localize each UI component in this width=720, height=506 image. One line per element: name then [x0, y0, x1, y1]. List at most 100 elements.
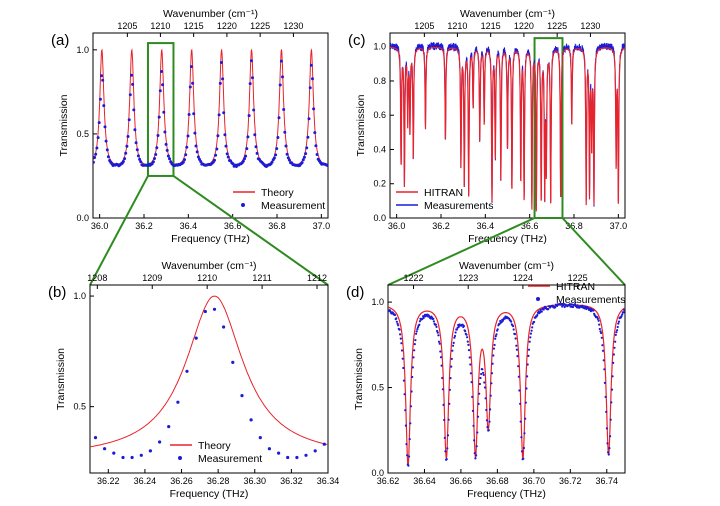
measurement-point: [514, 337, 517, 340]
measurement-point: [215, 147, 219, 151]
measurement-point: [186, 134, 190, 138]
top-tick-label: 1225: [250, 21, 270, 31]
plot-frame: [89, 284, 329, 474]
zoom-connector-right: [172, 175, 329, 286]
top-tick-label: 1209: [142, 273, 162, 283]
x-axis-label: Frequency (THz): [171, 233, 250, 245]
measurement-point: [93, 160, 95, 164]
measurement-point: [138, 157, 142, 161]
measurement-point: [127, 118, 131, 122]
measurement-point: [258, 436, 262, 440]
measurement-point: [93, 156, 97, 159]
measurement-point: [312, 107, 316, 111]
measurement-point: [492, 347, 495, 350]
measurement-point: [522, 457, 525, 460]
theory-series-line: [93, 48, 328, 165]
measurement-point: [255, 151, 259, 155]
measurement-point: [605, 410, 608, 413]
top-tick-label: 1224: [513, 273, 533, 283]
measurement-point: [176, 400, 180, 404]
measurement-point: [222, 111, 226, 115]
x-tick-label: 36.2: [135, 221, 153, 231]
measurement-point: [287, 158, 291, 162]
measurement-point: [105, 148, 109, 152]
top-tick-label: 1230: [283, 21, 303, 31]
y-tick-label: 0.6: [373, 110, 386, 120]
measurement-point: [614, 340, 617, 343]
measurement-point: [102, 104, 106, 108]
measurement-point: [457, 325, 460, 328]
measurement-point: [485, 419, 488, 422]
measurement-point: [437, 334, 440, 337]
measurement-point: [515, 344, 518, 347]
y-tick-label: 0.5: [73, 402, 86, 412]
measurement-point: [494, 335, 497, 338]
hitran-series-line: [388, 304, 625, 466]
measurement-point: [571, 305, 575, 309]
measurement-point: [485, 408, 488, 412]
top-tick-label: 1220: [514, 21, 534, 31]
measurement-point: [604, 395, 607, 398]
measurement-point: [187, 113, 191, 116]
measurement-point: [411, 366, 414, 369]
measurement-point: [600, 331, 603, 335]
measurement-point: [524, 401, 527, 404]
measurement-point: [601, 349, 605, 352]
measurement-point: [249, 59, 253, 63]
measurement-point: [282, 108, 286, 111]
clipD-area: [388, 302, 625, 467]
y-axis-label: Transmission: [353, 348, 365, 410]
measurement-point: [448, 402, 451, 405]
measurement-point: [607, 451, 610, 454]
x-tick-label: 36.70: [523, 476, 546, 486]
measurement-point: [166, 154, 170, 158]
measurement-point: [245, 147, 249, 151]
zoom-connector-left: [89, 175, 149, 286]
measurement-point: [400, 349, 404, 352]
measurement-point: [603, 381, 607, 384]
measurement-point: [597, 319, 600, 322]
measurement-point: [600, 336, 603, 339]
measurement-point: [607, 453, 610, 456]
measurement-point: [189, 65, 193, 69]
measurement-point: [494, 337, 497, 340]
measurement-point: [162, 110, 166, 114]
measurement-point: [412, 356, 415, 359]
measurement-point: [471, 395, 474, 398]
measurement-point: [402, 379, 406, 382]
measurement-point: [184, 153, 188, 157]
measurement-point: [283, 130, 287, 134]
measurement-point: [444, 450, 447, 453]
measurement-point: [222, 325, 226, 329]
measurement-point: [476, 431, 479, 434]
top-tick-label: 1220: [217, 21, 237, 31]
measurement-point: [469, 372, 472, 375]
measurement-point: [163, 130, 167, 134]
measurement-point: [542, 308, 545, 311]
measurement-point: [158, 89, 162, 93]
measurement-point: [616, 325, 619, 329]
measurement-point: [617, 320, 621, 323]
measurement-point: [488, 420, 491, 423]
legend-marker: [536, 297, 540, 301]
measurement-point: [194, 144, 198, 148]
measurement-point: [592, 309, 595, 312]
measurement-point: [100, 74, 103, 78]
measurement-point: [304, 152, 308, 156]
measurement-point: [511, 325, 515, 328]
measurement-point: [415, 330, 418, 333]
measurement-point: [168, 157, 171, 161]
measurement-point: [306, 135, 310, 139]
measurement-point: [453, 336, 456, 339]
measurement-point: [603, 368, 606, 371]
measurement-point: [130, 73, 133, 77]
measurement-point: [612, 361, 615, 364]
panel-2: 36.0 36.2 36.4 36.6 36.8 37.0 0.0 0.2 0.4 0.6 0.8 1…: [348, 8, 627, 245]
x-tick-label: 36.72: [559, 476, 582, 486]
measurement-point: [474, 457, 477, 460]
measurement-point: [476, 415, 480, 418]
measurement-point: [533, 320, 536, 324]
legend-label: HITRAN: [424, 187, 463, 199]
measurement-point: [203, 309, 207, 314]
clipC-area: [390, 42, 625, 212]
